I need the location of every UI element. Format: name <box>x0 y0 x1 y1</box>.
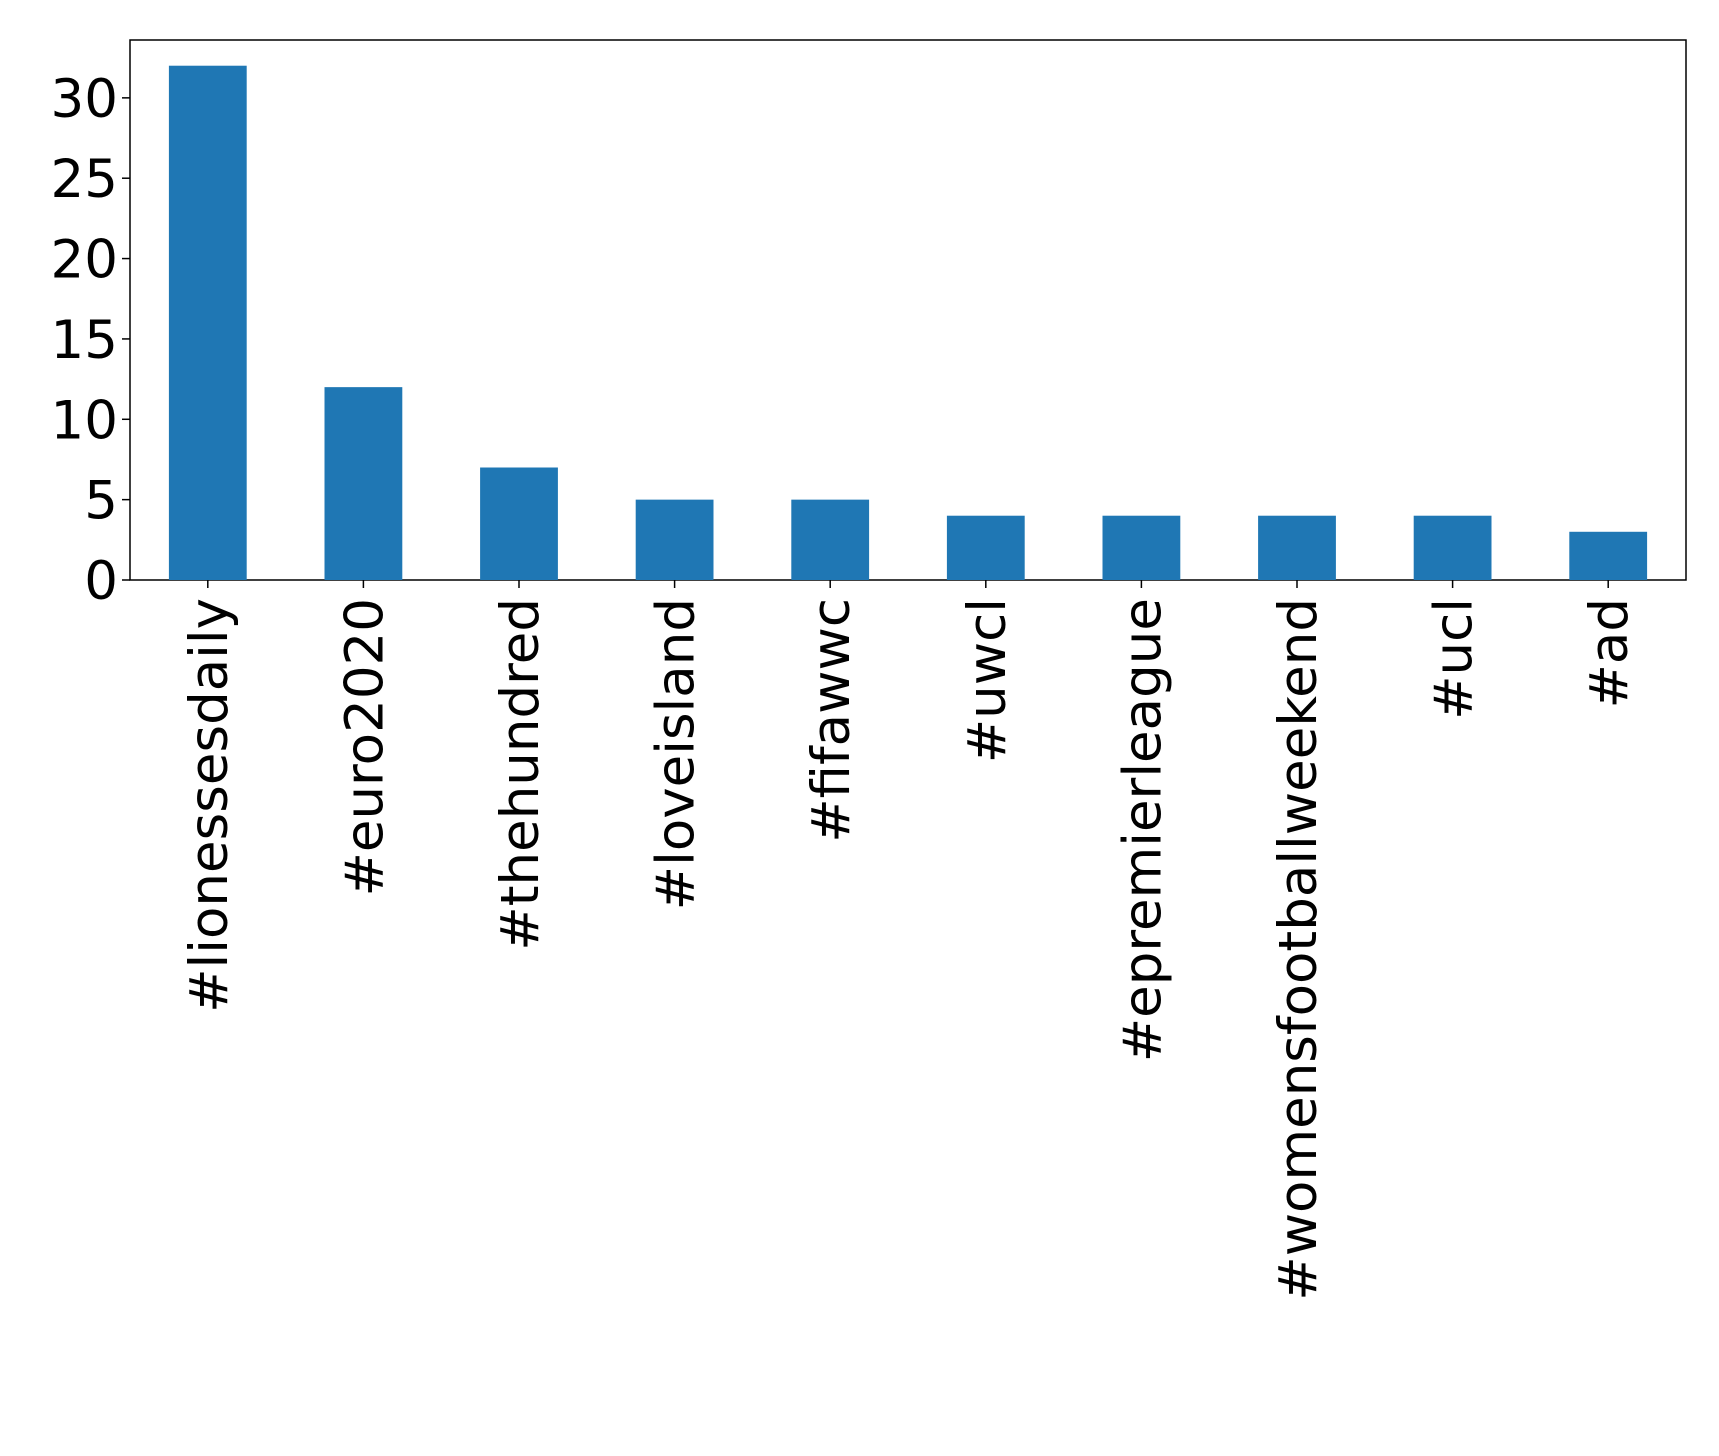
bar <box>1413 515 1492 580</box>
y-tick-label: 5 <box>84 471 118 532</box>
x-tick-label: #lionessesdaily <box>179 598 240 1013</box>
bar <box>791 499 870 580</box>
y-tick-label: 0 <box>84 551 118 612</box>
bar <box>324 387 403 580</box>
bar <box>946 515 1025 580</box>
bar <box>1258 515 1336 580</box>
bar <box>1102 515 1181 580</box>
x-tick-label: #loveisland <box>646 598 707 910</box>
y-tick-label: 25 <box>51 149 118 210</box>
bar <box>635 499 714 580</box>
y-tick-label: 20 <box>51 230 118 291</box>
bar <box>168 65 247 580</box>
x-tick-label: #thehundred <box>490 598 551 951</box>
bar <box>1569 531 1648 580</box>
x-tick-label: #womensfootballweekend <box>1268 598 1329 1301</box>
x-tick-label: #fifawwc <box>801 598 862 843</box>
x-tick-label: #euro2020 <box>334 598 395 897</box>
y-tick-label: 30 <box>51 69 118 130</box>
x-tick-label: #epremierleague <box>1112 598 1173 1062</box>
y-tick-label: 15 <box>51 310 118 371</box>
x-tick-label: #uwcl <box>957 598 1018 763</box>
y-tick-label: 10 <box>51 390 118 451</box>
bar <box>480 467 558 580</box>
x-tick-label: #ucl <box>1424 598 1485 720</box>
x-tick-label: #ad <box>1579 598 1640 709</box>
plot-frame <box>129 39 1687 581</box>
